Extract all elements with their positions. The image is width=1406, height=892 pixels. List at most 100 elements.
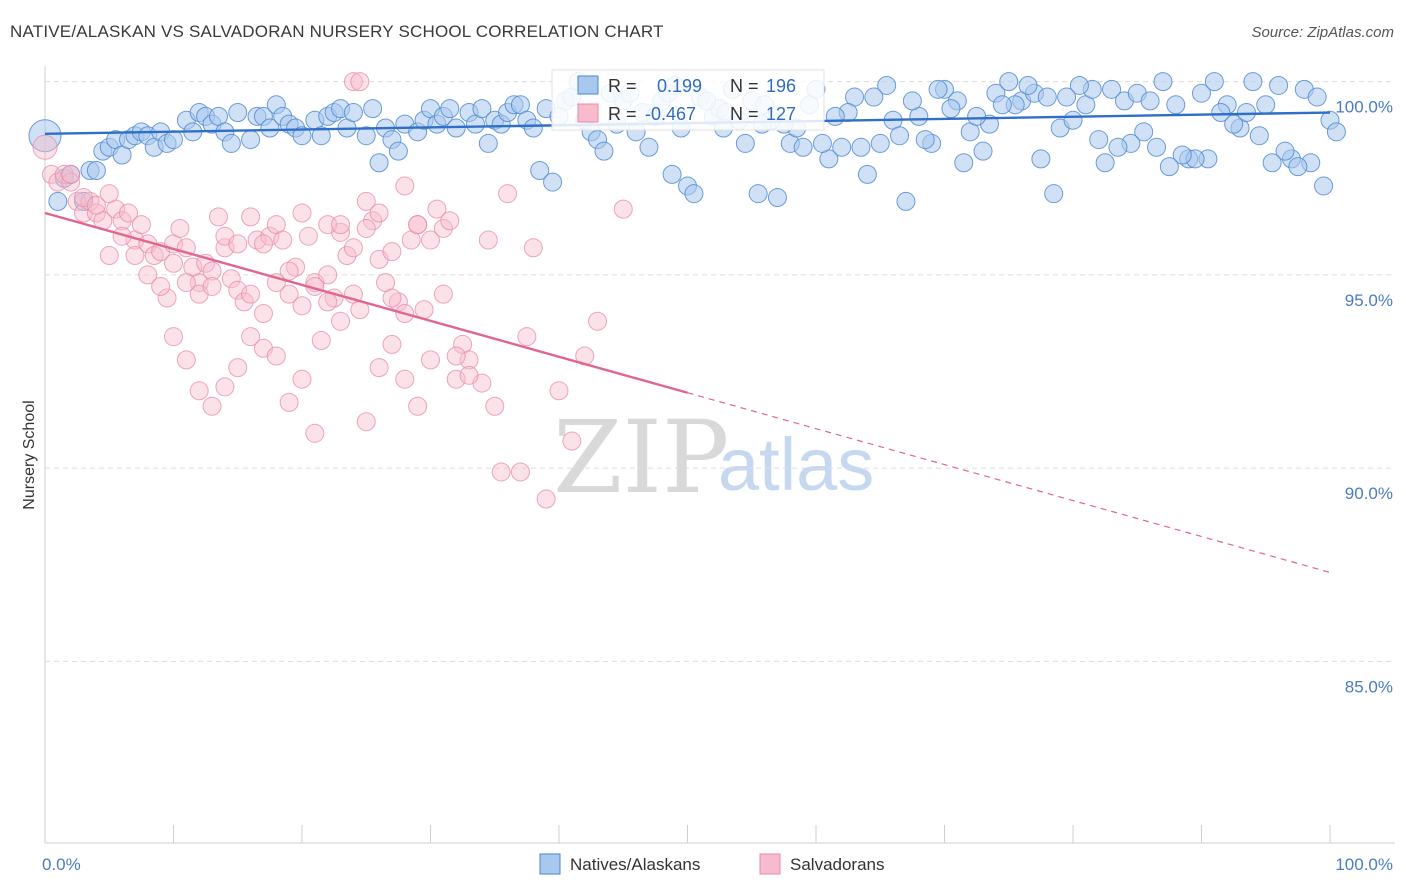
legend: Natives/Alaskans Salvadorans xyxy=(539,853,885,875)
salvadoran-point xyxy=(292,296,312,316)
natives-point xyxy=(1269,75,1289,95)
natives-point xyxy=(1037,87,1057,107)
natives-n-label: N = xyxy=(730,76,759,96)
salvadoran-point xyxy=(241,327,261,347)
salvadoran-n-label: N = xyxy=(730,104,759,124)
legend-salvadorans-swatch[interactable] xyxy=(759,853,781,875)
natives-point xyxy=(1147,137,1167,157)
salvadoran-point xyxy=(202,396,222,416)
natives-point xyxy=(639,137,659,157)
natives-point xyxy=(221,133,241,153)
salvadoran-point xyxy=(279,261,299,281)
salvadoran-point xyxy=(215,377,235,397)
chart-title: NATIVE/ALASKAN VS SALVADORAN NURSERY SCH… xyxy=(10,22,664,41)
salvadoran-point xyxy=(253,303,273,323)
salvadoran-point xyxy=(292,369,312,389)
salvadoran-point xyxy=(176,273,196,293)
natives-point xyxy=(1069,75,1089,95)
axes xyxy=(44,66,1395,844)
salvadoran-point xyxy=(498,184,518,204)
salvadoran-point xyxy=(408,396,428,416)
stats-box: R = 0.199 N = 196 R = -0.467 N = 127 xyxy=(551,69,825,131)
natives-point xyxy=(967,106,987,126)
salvadoran-point xyxy=(485,396,505,416)
salvadoran-point xyxy=(369,203,389,223)
natives-point xyxy=(877,75,897,95)
natives-point xyxy=(472,99,492,119)
salvadoran-point xyxy=(305,423,325,443)
salvadoran-point xyxy=(99,246,119,266)
salvadoran-point xyxy=(343,72,363,92)
natives-point xyxy=(388,141,408,161)
x-tick-label-max: 100.0% xyxy=(1335,855,1393,874)
natives-point xyxy=(356,126,376,146)
salvadoran-point xyxy=(331,311,351,331)
salvadoran-points xyxy=(32,72,633,509)
salvadoran-point xyxy=(408,215,428,235)
salvadoran-point xyxy=(350,72,370,92)
salvadoran-point xyxy=(446,346,466,366)
natives-point xyxy=(1307,87,1327,107)
natives-point xyxy=(1211,103,1231,123)
salvadoran-point xyxy=(86,195,106,215)
salvadoran-point xyxy=(189,381,209,401)
natives-point xyxy=(241,130,261,150)
natives-n-value: 196 xyxy=(766,76,796,96)
salvadoran-point xyxy=(588,311,608,331)
natives-point xyxy=(311,126,331,146)
salvadoran-point xyxy=(131,215,151,235)
natives-point xyxy=(1166,95,1186,115)
natives-point xyxy=(1031,149,1051,169)
natives-point xyxy=(1275,141,1295,161)
salvadoran-point xyxy=(427,199,447,219)
natives-point xyxy=(1063,110,1083,130)
natives-point xyxy=(1192,83,1211,103)
natives-point xyxy=(1159,157,1179,177)
salvadoran-point xyxy=(170,218,190,238)
salvadoran-point xyxy=(125,246,145,266)
natives-point xyxy=(1243,72,1263,92)
salvadoran-point xyxy=(228,280,248,300)
salvadoran-point xyxy=(446,369,466,389)
natives-point xyxy=(523,118,543,138)
natives-point xyxy=(1057,87,1077,107)
salvadoran-point xyxy=(241,207,261,227)
natives-point xyxy=(999,72,1019,92)
natives-point xyxy=(1134,122,1154,142)
salvadoran-point xyxy=(318,265,338,285)
salvadoran-point xyxy=(253,234,273,254)
salvadoran-point xyxy=(298,226,318,246)
salvadoran-point xyxy=(356,191,376,211)
salvadoran-point xyxy=(318,292,338,312)
salvadoran-point xyxy=(363,211,383,231)
salvadoran-point xyxy=(164,327,183,347)
salvadoran-point xyxy=(356,412,376,432)
natives-point xyxy=(928,79,948,99)
natives-point xyxy=(1018,75,1038,95)
natives-point xyxy=(857,164,877,184)
natives-point xyxy=(1140,91,1160,111)
natives-point xyxy=(478,133,498,153)
legend-natives-swatch[interactable] xyxy=(539,853,561,875)
natives-point xyxy=(954,153,974,173)
natives-point xyxy=(973,141,993,161)
salvadoran-point xyxy=(459,350,479,370)
salvadoran-point xyxy=(517,327,537,347)
natives-point xyxy=(825,106,845,126)
natives-point xyxy=(735,133,755,153)
y-axis-title: Nursery School xyxy=(21,400,38,509)
natives-point xyxy=(1153,72,1173,92)
natives-point xyxy=(915,130,935,150)
natives-point xyxy=(684,184,704,204)
salvadoran-r-label: R = xyxy=(608,104,637,124)
legend-salvadorans-label[interactable]: Salvadorans xyxy=(790,855,885,874)
salvadoran-r-value: -0.467 xyxy=(645,104,696,124)
natives-point xyxy=(343,103,363,123)
natives-point xyxy=(1262,153,1282,173)
watermark-zip: ZIP xyxy=(553,399,729,516)
watermark-atlas: atlas xyxy=(718,423,874,506)
salvadoran-point xyxy=(273,230,293,250)
salvadoran-point xyxy=(337,246,357,266)
legend-natives-label[interactable]: Natives/Alaskans xyxy=(570,855,700,874)
